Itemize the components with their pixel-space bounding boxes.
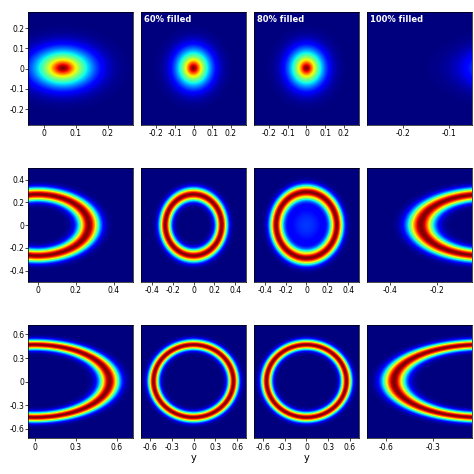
Text: 80% filled: 80% filled xyxy=(257,15,305,24)
Text: 100% filled: 100% filled xyxy=(370,15,423,24)
Text: 60% filled: 60% filled xyxy=(145,15,192,24)
X-axis label: y: y xyxy=(304,453,310,463)
X-axis label: y: y xyxy=(191,453,196,463)
